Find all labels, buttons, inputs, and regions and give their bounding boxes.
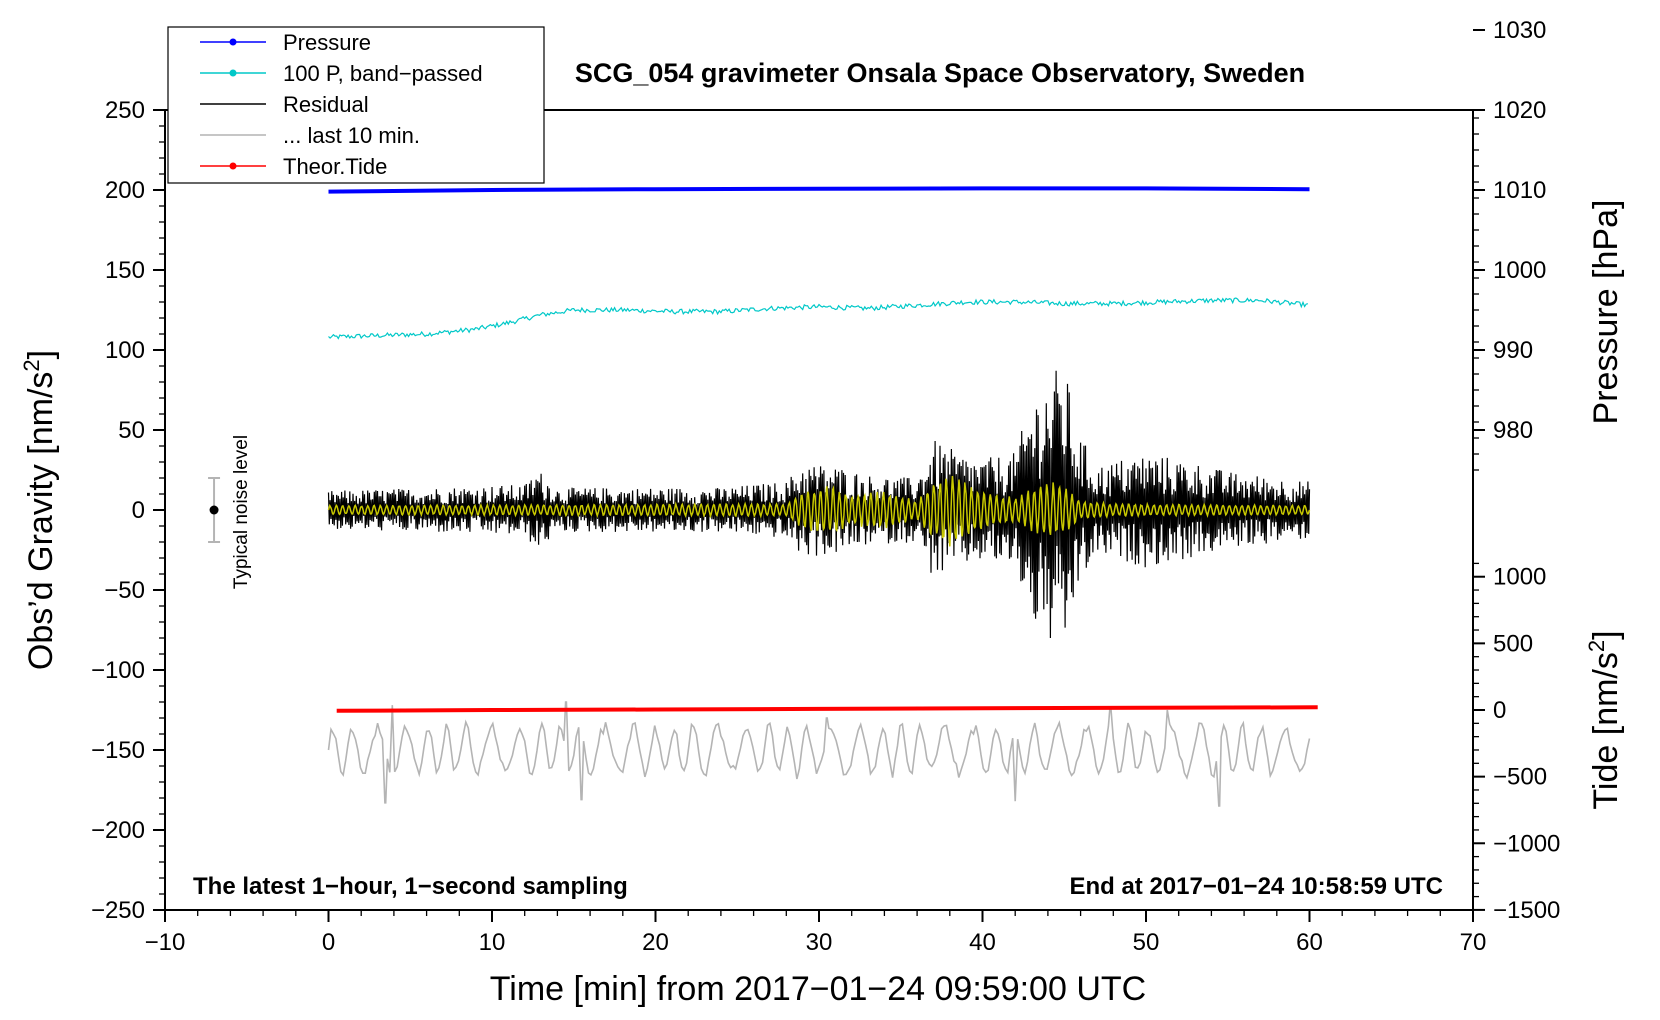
legend-label: Residual [283,92,369,117]
x-tick-label: −10 [145,929,186,956]
x-tick-label: 60 [1296,929,1323,956]
plot-layer [327,186,1318,807]
noise-level-label: Typical noise level [231,435,252,589]
pressure-series-line [328,186,1310,194]
y-tick-label: −200 [91,817,145,844]
y-tick-label: −100 [91,657,145,684]
band-passed-pressure-series-line [328,297,1309,340]
pressure-tick-label: 1010 [1493,177,1546,204]
y-tick-label: −150 [91,737,145,764]
tide-axis: −1500 −1000 −500 0 500 1000 [1473,562,1560,924]
noise-center-dot [209,505,219,515]
legend-label: ... last 10 min. [283,123,420,148]
legend-label: 100 P, band−passed [283,61,483,86]
legend-marker [229,162,237,170]
pressure-tick-label: 1020 [1493,97,1546,124]
tide-tick-label: −500 [1493,764,1547,791]
y-tick-label: 50 [118,417,145,444]
pressure-tick-label: 990 [1493,337,1533,364]
tide-axis-label: Tide [nm/s2] [1584,630,1625,809]
noise-indicator [208,477,221,543]
chart-title: SCG_054 gravimeter Onsala Space Observat… [575,58,1305,88]
tide-tick-label: 0 [1493,697,1506,724]
tide-tick-label: 500 [1493,630,1533,657]
legend-box [167,26,545,184]
residual-series-line [327,370,1311,639]
x-axis: −10 0 10 20 30 40 50 60 70 [145,910,1487,956]
sampling-note: The latest 1−hour, 1−second sampling [193,873,628,900]
x-tick-label: 0 [322,929,335,956]
pressure-tick-label: 1030 [1493,17,1546,44]
legend-label: Theor.Tide [283,154,387,179]
legend-marker [229,38,237,46]
legend: Pressure 100 P, band−passed Residual ... la… [167,26,545,184]
x-tick-label: 40 [969,929,996,956]
last-ten-minutes-series-line [327,701,1311,807]
pressure-axis: 980 990 1000 1010 1020 1030 [1473,17,1546,471]
y-tick-label: 150 [105,257,145,284]
pressure-axis-label: Pressure [hPa] [1587,200,1625,425]
pressure-tick-label: 980 [1493,417,1533,444]
y-tick-label: −50 [104,577,145,604]
band-passed-residual-series-line [327,475,1311,547]
x-axis-label: Time [min] from 2017−01−24 09:59:00 UTC [490,970,1146,1008]
x-tick-label: 50 [1133,929,1160,956]
y-tick-label: 250 [105,97,145,124]
x-tick-label: 30 [806,929,833,956]
tide-tick-label: 1000 [1493,564,1546,591]
tide-tick-label: −1000 [1493,830,1560,857]
y-axis-label: Obs’d Gravity [nm/s2] [19,350,60,670]
y-tick-label: 0 [132,497,145,524]
tide-tick-label: −1500 [1493,897,1560,924]
y-tick-label: −250 [91,897,145,924]
x-tick-label: 20 [642,929,669,956]
y-axis: −250 −200 −150 −100 −50 0 50 100 150 200 250 [91,97,165,924]
x-tick-label: 10 [479,929,506,956]
theoretical-tide-series-line [336,705,1318,713]
end-time-note: End at 2017−01−24 10:58:59 UTC [1069,873,1443,900]
y-tick-label: 200 [105,177,145,204]
x-tick-label: 70 [1460,929,1487,956]
y-tick-label: 100 [105,337,145,364]
pressure-tick-label: 1000 [1493,257,1546,284]
legend-label: Pressure [283,30,371,55]
legend-marker [229,69,237,77]
